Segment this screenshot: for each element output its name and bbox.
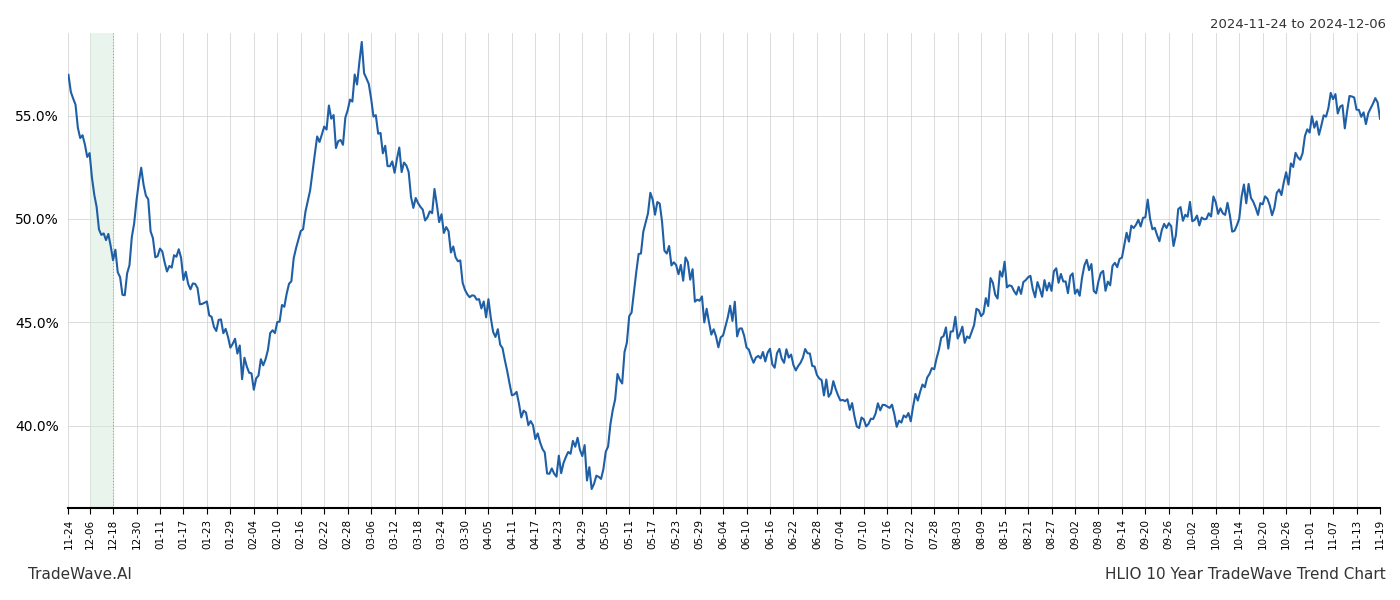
Text: 2024-11-24 to 2024-12-06: 2024-11-24 to 2024-12-06 bbox=[1210, 18, 1386, 31]
Bar bbox=[90, 33, 113, 508]
Text: HLIO 10 Year TradeWave Trend Chart: HLIO 10 Year TradeWave Trend Chart bbox=[1105, 567, 1386, 582]
Text: TradeWave.AI: TradeWave.AI bbox=[28, 567, 132, 582]
